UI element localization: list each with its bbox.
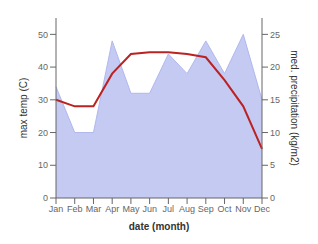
- svg-text:0: 0: [43, 193, 48, 203]
- svg-text:10: 10: [38, 160, 48, 170]
- svg-text:May: May: [122, 204, 140, 214]
- svg-text:Aug: Aug: [179, 204, 195, 214]
- svg-text:med. precipitation (kg/m2): med. precipitation (kg/m2): [289, 50, 300, 166]
- svg-text:Oct: Oct: [218, 204, 233, 214]
- svg-text:Mar: Mar: [86, 204, 102, 214]
- svg-text:Apr: Apr: [105, 204, 119, 214]
- svg-text:max temp (C): max temp (C): [18, 78, 29, 139]
- svg-text:50: 50: [38, 30, 48, 40]
- svg-text:Feb: Feb: [67, 204, 83, 214]
- svg-text:20: 20: [38, 128, 48, 138]
- svg-text:Jul: Jul: [163, 204, 175, 214]
- svg-text:Jan: Jan: [49, 204, 64, 214]
- svg-text:Dec: Dec: [254, 204, 271, 214]
- svg-text:Nov: Nov: [235, 204, 252, 214]
- svg-text:15: 15: [270, 95, 280, 105]
- svg-text:Sep: Sep: [198, 204, 214, 214]
- svg-text:0: 0: [270, 193, 275, 203]
- svg-text:Jun: Jun: [142, 204, 157, 214]
- svg-text:10: 10: [270, 128, 280, 138]
- svg-text:25: 25: [270, 30, 280, 40]
- svg-text:date (month): date (month): [129, 221, 190, 232]
- svg-text:40: 40: [38, 62, 48, 72]
- svg-text:5: 5: [270, 160, 275, 170]
- svg-text:30: 30: [38, 95, 48, 105]
- svg-text:20: 20: [270, 62, 280, 72]
